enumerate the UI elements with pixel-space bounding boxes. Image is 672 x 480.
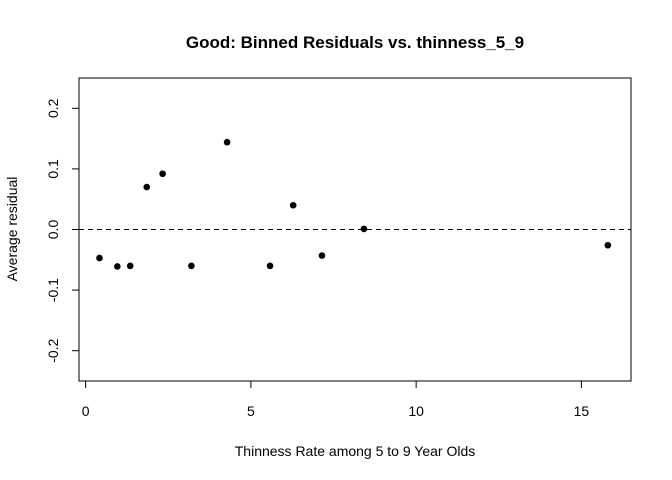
- x-tick-label: 10: [408, 403, 424, 419]
- y-tick-label: -0.2: [45, 338, 61, 362]
- data-point: [96, 254, 103, 262]
- y-tick-label: -0.1: [45, 278, 61, 302]
- y-axis-label: Average residual: [4, 177, 20, 282]
- x-tick-label: 15: [574, 403, 590, 419]
- data-point: [188, 262, 195, 270]
- data-point: [289, 201, 297, 209]
- data-point: [126, 262, 134, 270]
- data-point: [143, 183, 151, 191]
- y-axis: -0.2 -0.1 0.0 0.1 0.2: [45, 98, 80, 363]
- y-tick-label: 0.1: [45, 159, 61, 179]
- y-tick-label: 0.0: [45, 220, 61, 240]
- chart-title: Good: Binned Residuals vs. thinness_5_9: [186, 33, 524, 52]
- x-tick-label: 0: [82, 403, 90, 419]
- data-points: [96, 138, 612, 270]
- data-point: [604, 241, 612, 249]
- data-point: [159, 170, 166, 178]
- data-point: [223, 138, 231, 146]
- x-tick-label: 5: [247, 403, 255, 419]
- data-point: [318, 252, 326, 259]
- x-axis: 0 5 10 15: [82, 380, 590, 419]
- data-point: [360, 225, 368, 233]
- x-axis-label: Thinness Rate among 5 to 9 Year Olds: [235, 443, 475, 459]
- y-tick-label: 0.2: [45, 98, 61, 118]
- data-point: [266, 262, 274, 270]
- data-point: [114, 263, 121, 270]
